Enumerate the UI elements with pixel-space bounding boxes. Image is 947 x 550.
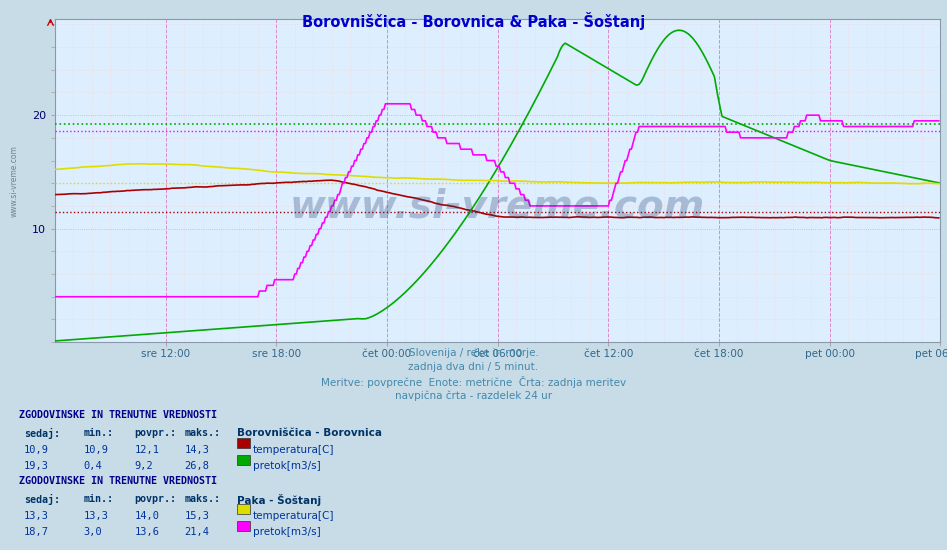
Text: www.si-vreme.com: www.si-vreme.com: [290, 187, 706, 225]
Text: maks.:: maks.:: [185, 494, 221, 504]
Text: ZGODOVINSKE IN TRENUTNE VREDNOSTI: ZGODOVINSKE IN TRENUTNE VREDNOSTI: [19, 476, 217, 486]
Text: Slovenija / reke in morje.: Slovenija / reke in morje.: [408, 348, 539, 358]
Text: temperatura[C]: temperatura[C]: [253, 511, 334, 521]
Text: 26,8: 26,8: [185, 461, 209, 471]
Text: povpr.:: povpr.:: [134, 494, 176, 504]
Text: Paka - Šoštanj: Paka - Šoštanj: [237, 494, 321, 507]
Text: 10,9: 10,9: [24, 445, 48, 455]
Text: 3,0: 3,0: [83, 527, 102, 537]
Text: 21,4: 21,4: [185, 527, 209, 537]
Text: 13,3: 13,3: [83, 511, 108, 521]
Text: 14,0: 14,0: [134, 511, 159, 521]
Text: Borovniščica - Borovnica & Paka - Šoštanj: Borovniščica - Borovnica & Paka - Šoštan…: [302, 12, 645, 30]
Text: min.:: min.:: [83, 428, 114, 438]
Text: 12,1: 12,1: [134, 445, 159, 455]
Text: pretok[m3/s]: pretok[m3/s]: [253, 461, 321, 471]
Text: 9,2: 9,2: [134, 461, 153, 471]
Text: 0,4: 0,4: [83, 461, 102, 471]
Text: sedaj:: sedaj:: [24, 428, 60, 439]
Text: pretok[m3/s]: pretok[m3/s]: [253, 527, 321, 537]
Text: maks.:: maks.:: [185, 428, 221, 438]
Text: www.si-vreme.com: www.si-vreme.com: [9, 146, 19, 217]
Text: 14,3: 14,3: [185, 445, 209, 455]
Text: 19,3: 19,3: [24, 461, 48, 471]
Text: 10,9: 10,9: [83, 445, 108, 455]
Text: temperatura[C]: temperatura[C]: [253, 445, 334, 455]
Text: 18,7: 18,7: [24, 527, 48, 537]
Text: 13,6: 13,6: [134, 527, 159, 537]
Text: povpr.:: povpr.:: [134, 428, 176, 438]
Text: 15,3: 15,3: [185, 511, 209, 521]
Text: min.:: min.:: [83, 494, 114, 504]
Text: sedaj:: sedaj:: [24, 494, 60, 505]
Text: 13,3: 13,3: [24, 511, 48, 521]
Text: Borovniščica - Borovnica: Borovniščica - Borovnica: [237, 428, 382, 438]
Text: ZGODOVINSKE IN TRENUTNE VREDNOSTI: ZGODOVINSKE IN TRENUTNE VREDNOSTI: [19, 410, 217, 420]
Text: zadnja dva dni / 5 minut.: zadnja dva dni / 5 minut.: [408, 362, 539, 372]
Text: navpična črta - razdelek 24 ur: navpična črta - razdelek 24 ur: [395, 390, 552, 401]
Text: Meritve: povprečne  Enote: metrične  Črta: zadnja meritev: Meritve: povprečne Enote: metrične Črta:…: [321, 376, 626, 388]
